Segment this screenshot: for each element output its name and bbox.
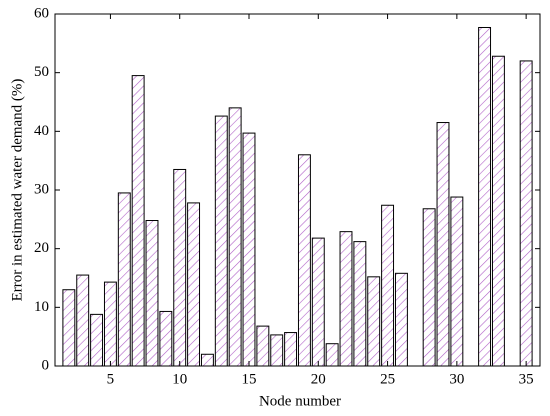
x-tick-label: 25 xyxy=(380,371,395,387)
bar xyxy=(381,204,395,367)
bar xyxy=(200,353,214,367)
bar xyxy=(436,122,450,367)
bar xyxy=(311,237,325,367)
x-tick-label: 10 xyxy=(172,371,187,387)
bar xyxy=(353,241,367,367)
x-axis-label: Node number xyxy=(259,393,341,409)
bar xyxy=(339,231,353,367)
bar xyxy=(145,220,159,367)
bar xyxy=(62,289,76,367)
bar xyxy=(270,334,284,367)
bar xyxy=(422,208,436,367)
bar xyxy=(256,325,270,367)
bar xyxy=(103,281,117,367)
bar xyxy=(173,168,187,367)
bar xyxy=(90,313,104,367)
bar xyxy=(284,332,298,367)
bar xyxy=(214,115,228,367)
bar xyxy=(242,132,256,367)
bar xyxy=(478,26,492,367)
bar xyxy=(131,75,145,367)
bar xyxy=(450,196,464,367)
bar xyxy=(228,107,242,367)
bar xyxy=(117,192,131,367)
x-tick-label: 30 xyxy=(449,371,464,387)
plot-frame xyxy=(54,13,541,367)
y-tick-label: 10 xyxy=(34,299,49,315)
y-tick-label: 50 xyxy=(34,64,49,80)
x-tick-label: 20 xyxy=(311,371,326,387)
bar xyxy=(367,276,381,367)
bar xyxy=(76,274,90,367)
y-tick-label: 40 xyxy=(34,123,49,139)
x-tick-label: 5 xyxy=(107,371,115,387)
bar xyxy=(187,202,201,367)
bar xyxy=(159,310,173,367)
y-axis-label: Error in estimated water demand (%) xyxy=(9,79,25,302)
x-tick-label: 15 xyxy=(242,371,257,387)
bar xyxy=(297,154,311,367)
bar xyxy=(325,343,339,367)
bar xyxy=(491,55,505,367)
y-tick-label: 20 xyxy=(34,240,49,256)
y-tick-label: 30 xyxy=(34,181,49,197)
bar xyxy=(519,60,533,367)
x-tick-label: 35 xyxy=(519,371,534,387)
bar xyxy=(394,272,408,367)
y-tick-label: 0 xyxy=(42,357,50,373)
y-tick-label: 60 xyxy=(34,5,49,21)
